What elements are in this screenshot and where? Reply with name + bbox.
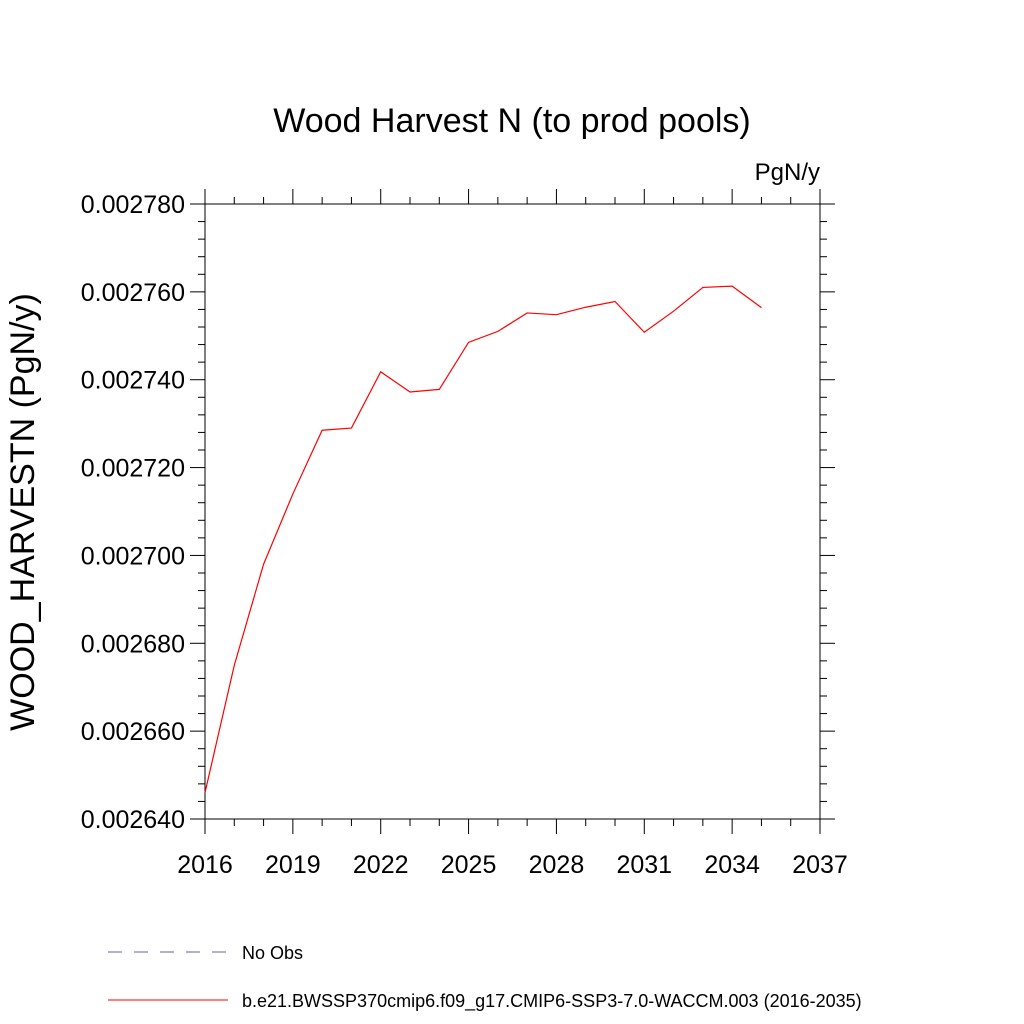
y-tick-label: 0.002700 [81,542,185,570]
legend: No Obs b.e21.BWSSP370cmip6.f09_g17.CMIP6-… [108,943,862,1012]
series-line-1 [204,285,762,793]
y-axis-label: WOOD_HARVESTN (PgN/y) [4,293,42,731]
legend-label-0: No Obs [242,943,303,963]
x-tick-label: 2019 [265,851,321,879]
x-tick-label: 2025 [441,851,497,879]
x-tick-label: 2031 [616,851,672,879]
plot-frame [204,203,821,820]
y-tick-label: 0.002780 [81,191,185,219]
axes: 2016 2019 2022 2025 2028 2031 2034 2037 0.002640… [81,189,848,879]
x-tick-label: 2034 [704,851,760,879]
chart-title: Wood Harvest N (to prod pools) [273,102,750,140]
units-label: PgN/y [755,159,820,186]
x-tick-label: 2016 [177,851,233,879]
y-tick-label: 0.002680 [81,630,185,658]
y-tick-label: 0.002720 [81,455,185,483]
series-layer [204,285,762,793]
y-tick-label: 0.002660 [81,718,185,746]
x-tick-label: 2022 [353,851,409,879]
y-tick-label: 0.002740 [81,367,185,395]
x-tick-label: 2028 [529,851,585,879]
y-tick-label: 0.002760 [81,279,185,307]
legend-label-1: b.e21.BWSSP370cmip6.f09_g17.CMIP6-SSP3-7… [242,991,862,1012]
x-tick-label: 2037 [792,851,848,879]
y-tick-label: 0.002640 [81,806,185,834]
